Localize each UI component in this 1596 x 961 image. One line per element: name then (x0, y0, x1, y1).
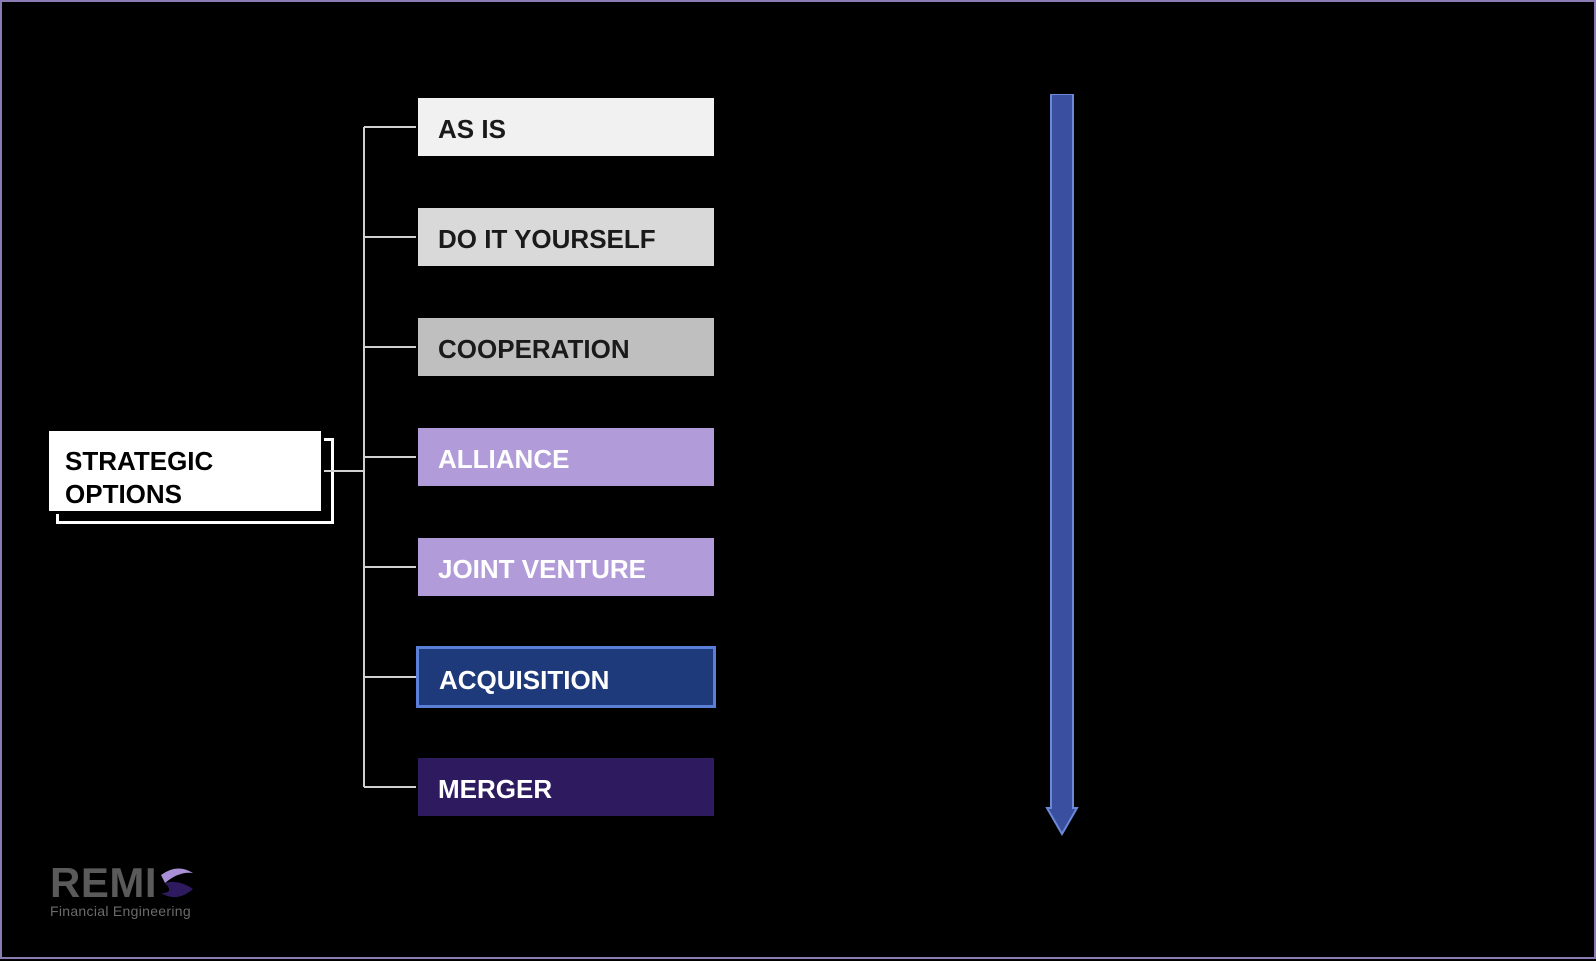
option-box-merger: MERGER (416, 756, 716, 818)
option-label: AS IS (438, 114, 506, 144)
root-box: STRATEGIC OPTIONS (46, 428, 324, 514)
option-label: ALLIANCE (438, 444, 569, 474)
option-box-joint-venture: JOINT VENTURE (416, 536, 716, 598)
option-label: JOINT VENTURE (438, 554, 646, 584)
option-label: MERGER (438, 774, 552, 804)
root-label: STRATEGIC OPTIONS (49, 431, 321, 524)
option-box-cooperation: COOPERATION (416, 316, 716, 378)
option-label: DO IT YOURSELF (438, 224, 656, 254)
option-box-alliance: ALLIANCE (416, 426, 716, 488)
option-label: ACQUISITION (439, 665, 609, 695)
option-box-do-it-yourself: DO IT YOURSELF (416, 206, 716, 268)
option-label: COOPERATION (438, 334, 630, 364)
logo: REMI Financial Engineering (50, 859, 195, 919)
logo-text: REMI (50, 859, 195, 907)
intensity-arrow (1032, 94, 1092, 849)
logo-tagline: Financial Engineering (50, 903, 195, 919)
option-box-as-is: AS IS (416, 96, 716, 158)
option-box-acquisition: ACQUISITION (416, 646, 716, 708)
logo-swoosh-icon (159, 861, 195, 905)
